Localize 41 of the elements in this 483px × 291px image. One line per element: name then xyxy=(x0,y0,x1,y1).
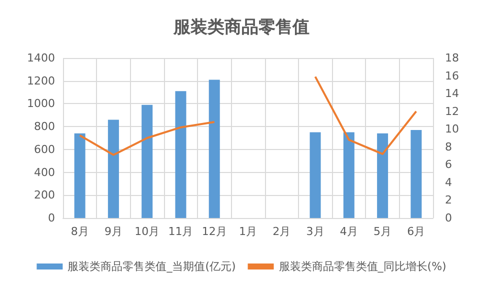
y2-tick-label: 4 xyxy=(445,176,452,189)
x-tick-label: 2月 xyxy=(272,225,291,238)
y2-tick-label: 18 xyxy=(445,52,459,64)
y2-tick-label: 10 xyxy=(445,122,459,136)
y-tick-label: 1200 xyxy=(27,74,55,88)
y-tick-label: 1400 xyxy=(27,52,55,64)
y2-tick-label: 16 xyxy=(445,69,459,82)
x-tick-label: 9月 xyxy=(104,225,122,238)
x-tick-label: 1月 xyxy=(239,225,257,238)
bar xyxy=(310,132,321,218)
chart-title: 服装类商品零售值 xyxy=(172,18,310,38)
bar xyxy=(108,120,119,218)
y2-tick-label: 2 xyxy=(445,194,452,207)
x-tick-label: 3月 xyxy=(306,225,324,238)
x-tick-label: 8月 xyxy=(70,225,89,238)
y-tick-label: 1000 xyxy=(27,97,55,110)
x-tick-label: 11月 xyxy=(168,225,194,238)
legend-label: 服装类商品零售类值_同比增长(%) xyxy=(278,260,446,273)
y-tick-label: 400 xyxy=(34,166,55,179)
legend-label: 服装类商品零售类值_当期值(亿元) xyxy=(68,260,236,273)
y-tick-label: 200 xyxy=(34,188,55,202)
y2-tick-label: 12 xyxy=(445,104,459,118)
y2-tick-label: 8 xyxy=(445,140,452,154)
y2-tick-label: 6 xyxy=(445,158,452,172)
x-tick-label: 5月 xyxy=(374,225,392,238)
y-tick-label: 800 xyxy=(34,120,55,134)
y-tick-label: 0 xyxy=(48,212,55,224)
bar xyxy=(74,133,86,218)
y2-tick-label: 14 xyxy=(445,87,459,100)
x-tick-label: 12月 xyxy=(202,225,227,238)
bar xyxy=(208,80,220,218)
bar xyxy=(410,130,422,218)
x-tick-label: 6月 xyxy=(407,225,426,238)
bar xyxy=(142,104,153,218)
bar xyxy=(343,132,354,218)
y-tick-label: 600 xyxy=(34,142,55,156)
x-tick-label: 4月 xyxy=(340,225,358,238)
bar xyxy=(377,133,388,218)
x-tick-label: 10月 xyxy=(134,225,160,238)
bar xyxy=(175,91,186,218)
y2-tick-label: 0 xyxy=(445,212,452,224)
